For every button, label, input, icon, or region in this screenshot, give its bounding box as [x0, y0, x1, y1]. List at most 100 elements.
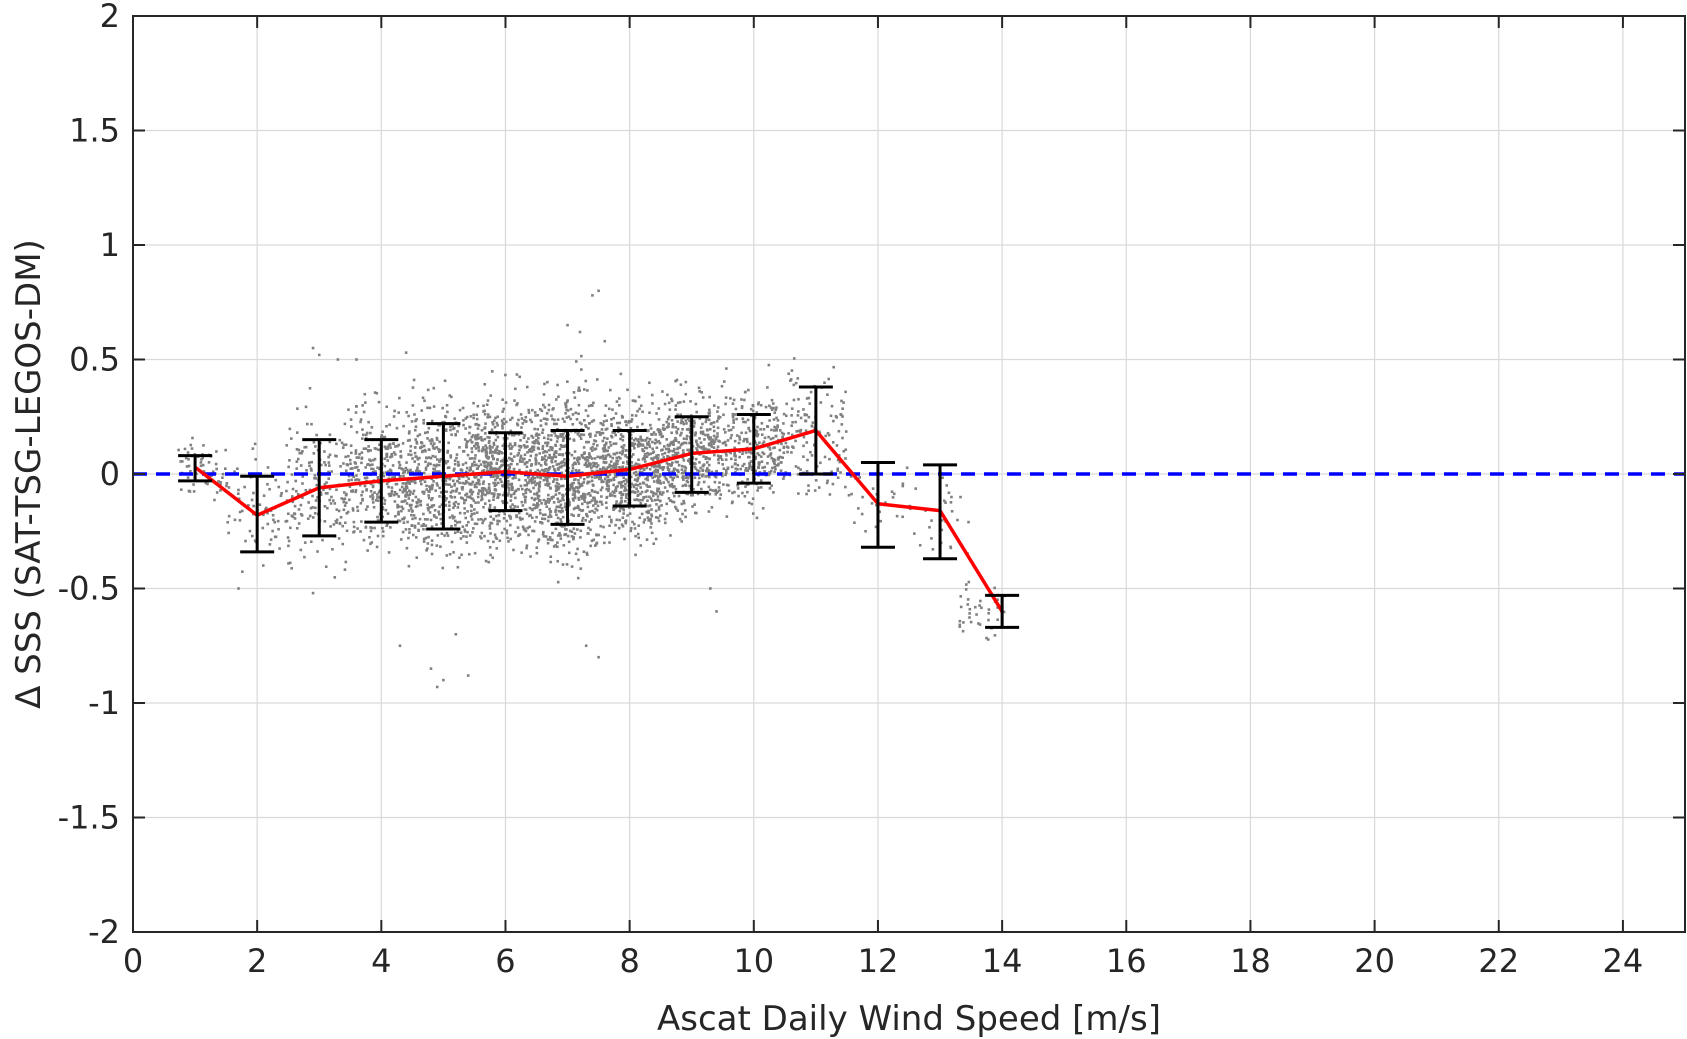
scatter-point — [227, 486, 231, 489]
scatter-point — [686, 448, 689, 452]
scatter-point — [582, 388, 586, 391]
scatter-point — [538, 485, 541, 488]
scatter-point — [343, 497, 347, 501]
scatter-point — [513, 387, 517, 391]
scatter-point — [355, 465, 359, 469]
scatter-point — [349, 467, 353, 470]
scatter-point — [385, 482, 389, 486]
scatter-point — [577, 481, 580, 485]
scatter-point — [684, 515, 687, 519]
scatter-point — [453, 462, 457, 466]
scatter-point — [651, 447, 654, 451]
scatter-point — [481, 446, 485, 449]
scatter-point — [189, 470, 192, 473]
scatter-point — [529, 454, 533, 458]
scatter-point — [724, 402, 727, 406]
scatter-point — [321, 538, 324, 542]
scatter-point — [819, 461, 822, 465]
scatter-point — [702, 445, 705, 448]
scatter-point — [550, 496, 554, 499]
scatter-point — [453, 531, 457, 535]
scatter-point — [806, 458, 809, 462]
scatter-point — [675, 451, 679, 455]
scatter-point — [509, 493, 513, 497]
scatter-point — [515, 422, 519, 426]
scatter-point — [807, 489, 810, 492]
scatter-point — [505, 519, 508, 523]
scatter-point — [603, 541, 606, 545]
scatter-point — [657, 430, 661, 434]
scatter-point — [658, 428, 662, 432]
scatter-point — [326, 491, 329, 495]
scatter-point — [349, 462, 352, 465]
scatter-point — [266, 466, 270, 469]
scatter-point — [348, 458, 352, 462]
scatter-point — [760, 433, 764, 436]
scatter-point — [540, 517, 544, 520]
scatter-point — [682, 478, 685, 481]
scatter-point — [639, 435, 642, 439]
scatter-point — [446, 466, 450, 470]
scatter-point — [495, 474, 498, 478]
scatter-point — [285, 444, 289, 447]
scatter-point — [311, 516, 315, 519]
scatter-point — [521, 460, 524, 463]
scatter-point — [394, 514, 397, 518]
scatter-point — [368, 463, 372, 467]
scatter-point — [746, 478, 749, 481]
scatter-point — [401, 468, 405, 471]
scatter-point — [623, 537, 626, 541]
scatter-point — [651, 451, 655, 455]
scatter-point — [547, 456, 550, 460]
scatter-point — [401, 482, 405, 485]
scatter-point — [452, 426, 456, 430]
scatter-point — [977, 622, 980, 625]
scatter-point — [514, 476, 517, 479]
scatter-point — [671, 484, 674, 488]
scatter-point — [782, 477, 785, 480]
scatter-point — [646, 499, 649, 503]
scatter-point — [895, 514, 899, 518]
scatter-point — [600, 486, 604, 489]
scatter-point — [576, 456, 580, 460]
scatter-point — [355, 430, 359, 434]
scatter-point — [532, 445, 536, 449]
scatter-point — [341, 542, 345, 546]
scatter-point — [476, 495, 480, 499]
scatter-point — [525, 544, 529, 547]
scatter-point — [577, 558, 580, 562]
scatter-point — [604, 404, 608, 407]
scatter-point — [759, 428, 762, 431]
scatter-point — [653, 498, 657, 502]
scatter-point — [488, 506, 492, 509]
scatter-point — [432, 386, 436, 390]
scatter-point — [712, 453, 716, 457]
scatter-point — [554, 527, 558, 531]
scatter-point — [555, 505, 559, 509]
scatter-point — [608, 465, 611, 468]
scatter-point — [787, 432, 790, 435]
scatter-point — [797, 397, 800, 401]
scatter-point — [712, 446, 716, 449]
scatter-point — [336, 358, 340, 361]
scatter-point — [466, 530, 469, 534]
scatter-point — [509, 452, 513, 456]
scatter-point — [468, 425, 472, 429]
scatter-point — [681, 512, 684, 516]
scatter-point — [475, 522, 479, 526]
scatter-point — [560, 464, 564, 468]
scatter-point — [333, 576, 337, 579]
scatter-point — [757, 466, 760, 470]
scatter-point — [684, 483, 687, 487]
scatter-point — [489, 449, 492, 452]
scatter-point — [300, 451, 303, 455]
scatter-point — [496, 415, 500, 419]
scatter-point — [521, 517, 524, 521]
scatter-point — [464, 461, 468, 465]
scatter-point — [511, 433, 514, 437]
scatter-point — [383, 457, 387, 461]
scatter-point — [519, 438, 522, 442]
scatter-point — [412, 489, 416, 493]
scatter-point — [557, 462, 561, 466]
scatter-point — [426, 388, 430, 392]
